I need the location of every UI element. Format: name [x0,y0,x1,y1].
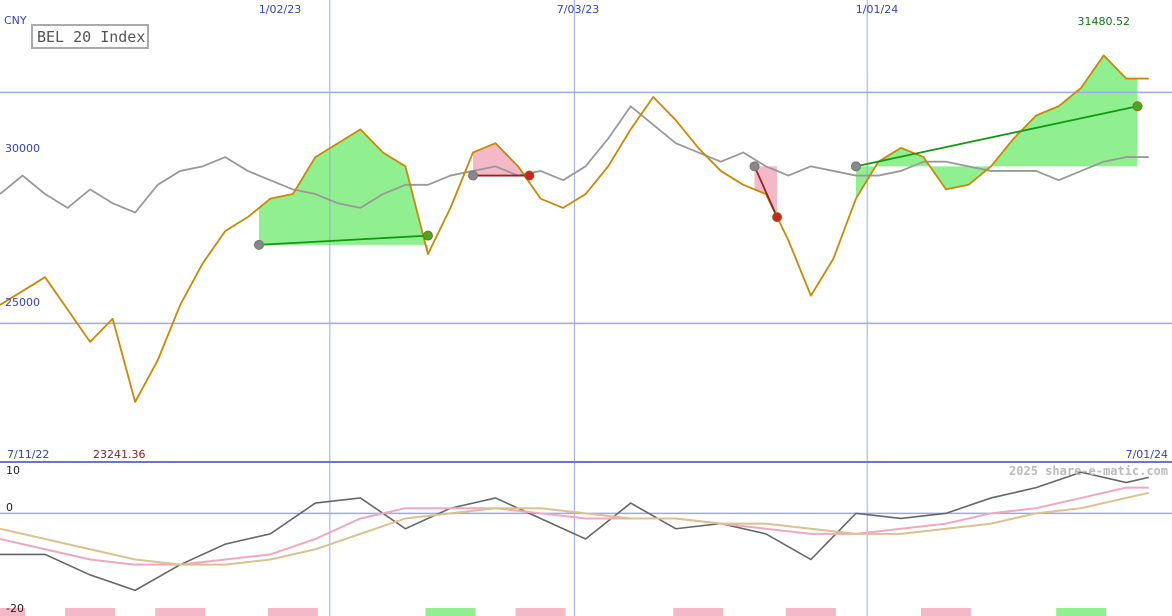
high-value-label: 31480.52 [1078,15,1131,28]
range-end-label: 7/01/24 [1126,448,1168,461]
osc-hist-bar-9 [1056,608,1107,616]
signal-fill-layer [259,55,1138,255]
signal-exit-point-1 [524,170,535,181]
benchmark-line [0,105,1149,214]
osc-hist-bar-8 [921,608,972,616]
xtick-label-0: 1/02/23 [259,3,301,16]
osc-hist-bar-4 [425,608,476,616]
signal-exit-point-0 [422,230,433,241]
osc-ytick-label-0: 0 [6,501,13,514]
osc-line-fast [0,471,1149,592]
currency-label: CNY [4,14,27,27]
osc-hist-bar-0 [0,608,25,616]
xtick-label-1: 7/03/23 [557,3,599,16]
osc-ytick-label-minus20: -20 [6,602,24,615]
signal-entry-point-2 [749,161,760,172]
range-start-label: 7/11/22 [7,448,49,461]
watermark: 2025 share-e-matic.com [1009,464,1168,478]
signal-line-3 [855,105,1138,168]
osc-hist-bar-3 [267,608,318,616]
xtick-label-2: 1/01/24 [856,3,898,16]
signal-entry-point-1 [468,170,479,181]
osc-ytick-label-10: 10 [6,464,20,477]
signal-entry-point-0 [254,239,265,250]
osc-hist-bar-2 [155,608,206,616]
title-box [31,24,149,49]
chart-title: BEL 20 Index [37,28,145,46]
price-line [0,54,1149,403]
signal-fill-1 [473,143,530,183]
low-value-label: 23241.36 [93,448,146,461]
osc-line-slow [0,491,1149,566]
osc-hist-bar-1 [65,608,116,616]
oscillator-layer [0,471,1149,616]
signal-exit-point-3 [1132,101,1143,112]
signal-line-0 [258,234,429,246]
ytick-label-30000: 30000 [5,142,40,155]
signal-exit-point-2 [772,212,783,223]
signal-layer [254,101,1143,250]
osc-line-mid [0,486,1149,566]
signal-line-2 [753,165,778,218]
osc-hist-bar-5 [515,608,566,616]
osc-hist-bar-7 [785,608,836,616]
signal-entry-point-3 [850,161,861,172]
text-layer: CNY BEL 20 Index 1/02/23 7/03/23 1/01/24… [4,3,1168,615]
signal-fill-0 [259,129,428,255]
ytick-label-25000: 25000 [5,296,40,309]
osc-hist-bar-6 [673,608,724,616]
signal-fill-3 [855,55,1138,199]
series-layer [0,54,1149,403]
